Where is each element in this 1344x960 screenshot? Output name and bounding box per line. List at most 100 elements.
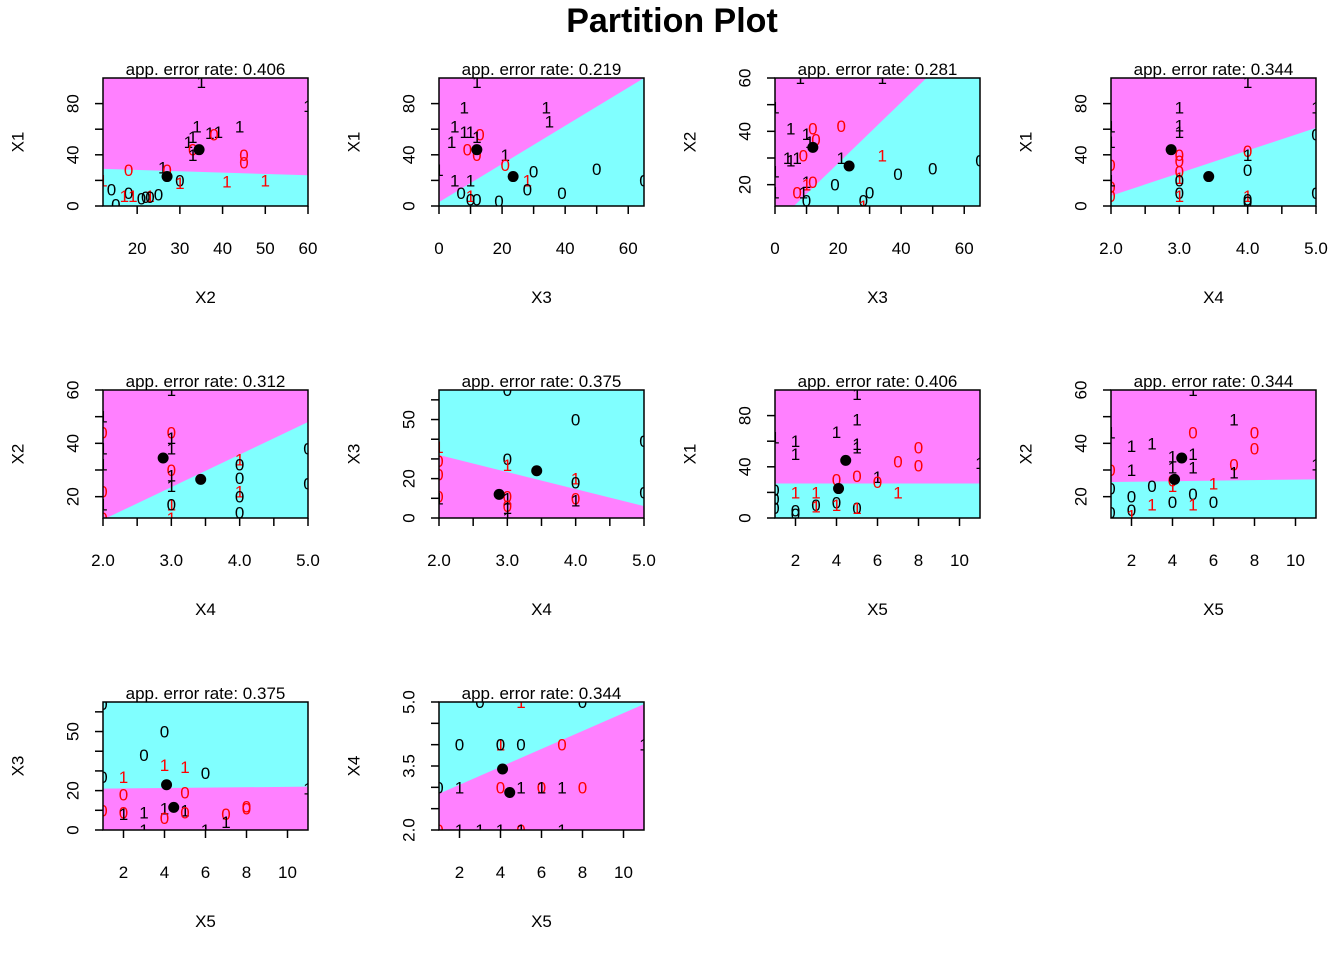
y-tick-label: 50 (400, 410, 419, 429)
data-point-1: 1 (792, 149, 801, 168)
region-lower (439, 704, 644, 830)
data-point-1: 1 (770, 162, 779, 181)
data-point-0: 0 (639, 432, 648, 451)
data-point-1: 1 (1168, 458, 1177, 477)
data-point-1: 1 (1175, 116, 1184, 135)
x-tick-label: 4 (496, 863, 505, 882)
data-point-0: 0 (516, 821, 525, 840)
regions (1111, 78, 1316, 206)
data-point-1: 1 (545, 113, 554, 132)
data-point-0: 0 (1250, 440, 1259, 459)
centroid-marker (157, 452, 169, 464)
x-axis-label: X5 (1203, 600, 1224, 619)
data-point-1: 1 (770, 98, 779, 117)
y-tick-label: 40 (400, 145, 419, 164)
data-point-1: 1 (786, 120, 795, 139)
data-point-1: 1 (145, 187, 154, 206)
plot-frame (102, 77, 309, 207)
data-point-0: 0 (865, 184, 874, 203)
data-point-1: 1 (472, 73, 481, 92)
data-point-1: 1 (447, 133, 456, 152)
data-point-1: 1 (852, 435, 861, 454)
regions (1111, 390, 1316, 518)
data-point-0: 0 (1229, 456, 1238, 475)
data-point-0: 0 (456, 184, 465, 203)
region-lower (439, 454, 644, 518)
y-tick-label: 40 (736, 457, 755, 476)
data-point-0: 0 (434, 487, 443, 506)
data-point-1: 1 (516, 778, 525, 797)
data-point-1: 1 (877, 69, 886, 88)
y-axis-label: X3 (9, 756, 28, 777)
y-tick-label: 40 (64, 434, 83, 453)
data-point-1: 1 (503, 509, 512, 528)
data-point-1: 1 (235, 118, 244, 137)
data-point-0: 0 (808, 120, 817, 139)
centroid-marker (493, 488, 505, 500)
data-point-0: 0 (578, 693, 587, 712)
panel-6: 000100010101011100102.03.04.05.002050app… (345, 372, 656, 619)
data-point-0: 0 (98, 482, 107, 501)
data-point-1: 1 (119, 805, 128, 824)
data-point-0: 0 (167, 496, 176, 515)
data-point-1: 1 (466, 171, 475, 190)
data-point-0: 0 (1106, 156, 1115, 175)
x-tick-label: 2 (455, 863, 464, 882)
data-point-0: 0 (1127, 488, 1136, 507)
data-point-1: 1 (466, 123, 475, 142)
regions (103, 702, 308, 830)
data-point-0: 0 (770, 481, 779, 500)
x-tick-label: 6 (1209, 551, 1218, 570)
y-tick-label: 20 (1072, 487, 1091, 506)
data-point-0: 0 (792, 184, 801, 203)
y-tick-label: 60 (736, 69, 755, 88)
data-point-0: 0 (503, 497, 512, 516)
x-axis-label: X5 (867, 600, 888, 619)
data-point-0: 0 (802, 192, 811, 211)
data-point-0: 0 (1209, 493, 1218, 512)
x-tick-label: 0 (770, 239, 779, 258)
data-point-1: 1 (98, 171, 107, 190)
centroid-marker (531, 465, 543, 477)
x-tick-label: 20 (128, 239, 147, 258)
data-point-1: 1 (98, 440, 107, 459)
y-tick-label: 50 (64, 722, 83, 741)
data-point-0: 0 (811, 130, 820, 149)
data-point-1: 1 (160, 799, 169, 818)
centroid-marker (843, 160, 855, 172)
data-point-0: 0 (303, 440, 312, 459)
centroid-marker (504, 786, 516, 798)
centroid-marker (807, 141, 819, 153)
data-point-1: 1 (799, 184, 808, 203)
panel-5: 11001111011010110100100002.03.04.05.0204… (9, 372, 320, 619)
data-point-0: 0 (1243, 142, 1252, 161)
x-axis-label: X3 (867, 288, 888, 307)
data-point-0: 0 (160, 809, 169, 828)
y-tick-label: 2.0 (400, 818, 419, 842)
data-point-0: 0 (466, 191, 475, 210)
data-point-1: 1 (811, 497, 820, 516)
y-tick-label: 5.0 (400, 690, 419, 714)
data-point-1: 1 (221, 813, 230, 832)
data-point-1: 1 (496, 821, 505, 840)
data-point-0: 0 (571, 474, 580, 493)
data-point-0: 0 (180, 784, 189, 803)
points: 0001100100001110100100111 (103, 702, 308, 832)
centroid-marker (507, 171, 519, 183)
x-tick-label: 8 (578, 863, 587, 882)
data-point-1: 1 (1127, 506, 1136, 525)
data-point-1: 1 (503, 456, 512, 475)
x-tick-label: 3.0 (1168, 239, 1192, 258)
data-point-1: 1 (1106, 171, 1115, 190)
panel-10: 0100100010101011001110112468102.03.55.0a… (345, 684, 645, 931)
data-point-1: 1 (541, 98, 550, 117)
data-point-1: 1 (167, 429, 176, 448)
data-point-1: 1 (1175, 98, 1184, 117)
x-tick-label: 2.0 (1099, 239, 1123, 258)
data-point-0: 0 (852, 467, 861, 486)
y-tick-label: 80 (1072, 94, 1091, 113)
data-point-0: 0 (791, 501, 800, 520)
regions (439, 390, 644, 518)
data-point-1: 1 (557, 778, 566, 797)
